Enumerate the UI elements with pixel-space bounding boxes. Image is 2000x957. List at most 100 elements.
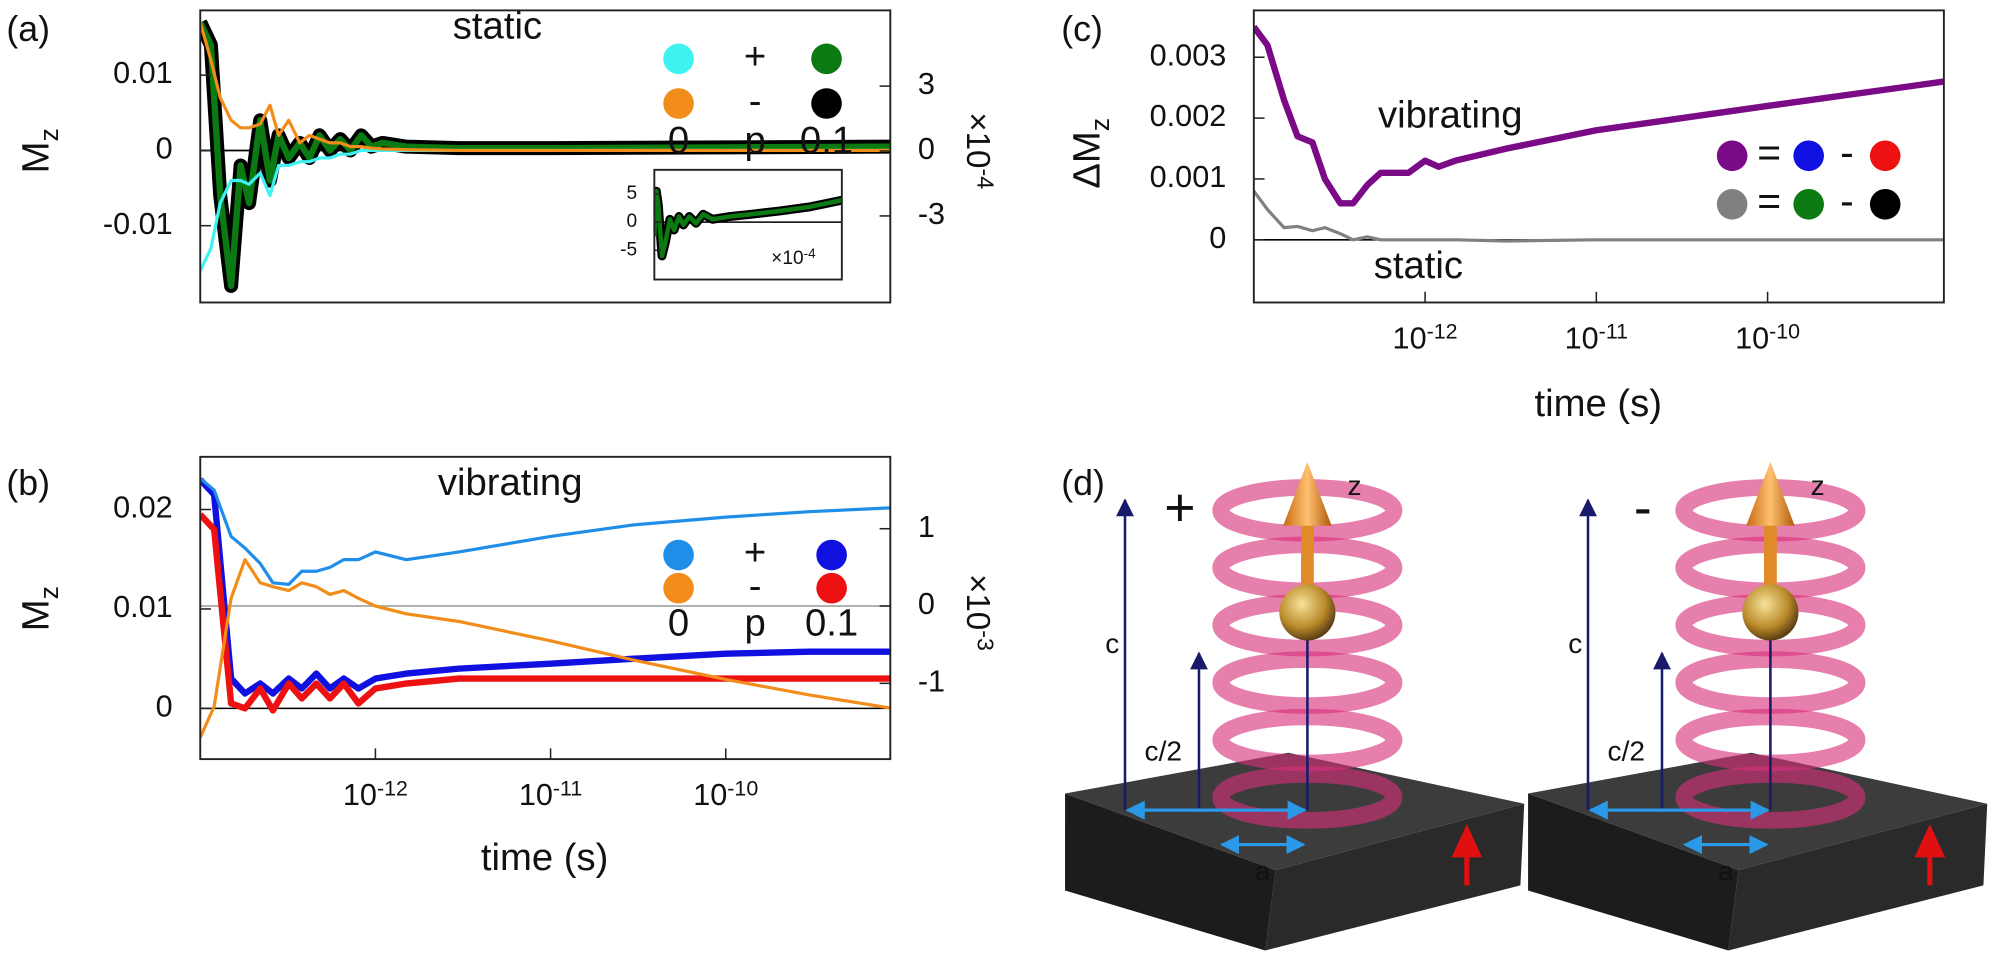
series-line (200, 477, 891, 586)
text-part: -12 (377, 776, 408, 800)
text-part: -11 (553, 776, 582, 800)
y-tick-label: 0.001 (1150, 160, 1227, 194)
x-tick-label: 10-12 (1393, 320, 1458, 356)
lattice-diagram: + z c c/2 a (1065, 461, 1525, 951)
text-part: 10 (343, 778, 377, 812)
y-tick-label: 0 (156, 132, 173, 166)
series-line (1253, 24, 1944, 207)
text-part: -4 (804, 246, 816, 261)
legend-marker (1716, 140, 1748, 172)
spin-cone (1283, 461, 1332, 526)
block-left-face (1528, 793, 1739, 951)
y-tick-label: 0 (626, 211, 637, 232)
text-part: -10 (727, 776, 758, 800)
series-line (200, 21, 891, 153)
legend-label: + (744, 531, 766, 574)
text-part: ×10 (959, 112, 996, 168)
panel-label: (b) (6, 463, 50, 503)
annotation: vibrating (1378, 94, 1523, 137)
plot-area (1253, 10, 1944, 303)
text-part: -3 (972, 630, 998, 651)
y2-axis-label: ×10-3 (959, 574, 998, 651)
chart: -5 0 5 (620, 168, 843, 281)
atom (1742, 584, 1799, 641)
series-group (200, 477, 891, 739)
legend-marker (663, 43, 694, 75)
y2-axis-label: ×10-4 (959, 112, 998, 189)
legend-label: + (744, 35, 766, 78)
spin-shaft (1764, 510, 1777, 590)
legend-marker (811, 88, 842, 119)
text-part: z (34, 128, 64, 141)
panel-label: (c) (1061, 9, 1103, 49)
text-part: 10 (1393, 321, 1427, 355)
substrate-spin-cone (1451, 824, 1483, 858)
series-line (200, 558, 891, 739)
axis-label: c (1568, 628, 1582, 659)
y-axis-label: ΔMz (1065, 118, 1114, 189)
y-axis-label: Mz (14, 586, 63, 631)
axis-label: a (1718, 855, 1734, 886)
plot-frame (1252, 9, 1945, 304)
annotation: static (1374, 244, 1463, 287)
text-part: ×10 (771, 248, 803, 269)
legend-label: - (749, 80, 762, 123)
x-tick-label: 10-11 (519, 776, 582, 812)
y-tick-label: 0.01 (113, 56, 173, 90)
y2-tick-label: -3 (918, 197, 945, 231)
y2-tick-label: -1 (918, 664, 945, 698)
text-part: 10 (693, 778, 727, 812)
panel-label: (a) (6, 9, 50, 49)
series-line (654, 188, 842, 259)
y-tick-label: 0 (1209, 221, 1226, 255)
legend-label: 0.1 (805, 601, 858, 644)
axis-label: z (1811, 470, 1825, 501)
legend-symbol: - (1840, 130, 1854, 176)
series-group (1253, 24, 1944, 243)
y2-tick-label: 1 (918, 510, 935, 544)
text-part: -12 (1427, 320, 1458, 344)
legend-marker (663, 88, 694, 119)
annotation: vibrating (438, 461, 583, 504)
y-tick-label: 0.003 (1150, 38, 1227, 72)
inset-multiplier: ×10-4 (771, 246, 816, 269)
x-tick-label: 10-11 (1565, 320, 1628, 356)
axis-label: c/2 (1145, 735, 1182, 766)
x-axis-label: time (s) (481, 836, 609, 879)
legend-marker (1869, 140, 1901, 172)
text-part: ×10 (959, 574, 996, 630)
text-part: z (1085, 118, 1115, 131)
legend-title: p (744, 119, 765, 162)
legend-title: p (744, 601, 765, 644)
y2-tick-label: 0 (918, 132, 935, 166)
legend-label: - (749, 564, 762, 607)
x-tick-label: 10-10 (693, 776, 758, 812)
legend-marker (816, 539, 847, 571)
atom (1279, 584, 1336, 641)
y-tick-label: 5 (626, 183, 637, 204)
y-tick-label: 0 (156, 689, 173, 723)
legend-marker (1716, 188, 1748, 220)
text-part: 10 (1735, 321, 1769, 355)
legend-marker (1869, 188, 1901, 220)
axis-label: a (1255, 855, 1271, 886)
series-line (200, 21, 891, 290)
y-axis-label: Mz (14, 128, 63, 173)
series-group (654, 186, 842, 261)
panel-label: (d) (1061, 463, 1105, 503)
block-left-face (1065, 793, 1276, 951)
legend-symbol: = (1757, 178, 1781, 224)
y-tick-label: -0.01 (103, 207, 173, 241)
axis-label: c/2 (1608, 735, 1645, 766)
x-tick-label: 10-10 (1735, 320, 1800, 356)
text-part: M (14, 141, 57, 173)
legend-label: 0 (668, 119, 689, 162)
plot-frame (199, 9, 892, 304)
plot-frame (199, 455, 892, 761)
text-part: ΔM (1065, 131, 1108, 188)
legend-marker (811, 43, 842, 75)
sign-label: - (1634, 479, 1652, 538)
